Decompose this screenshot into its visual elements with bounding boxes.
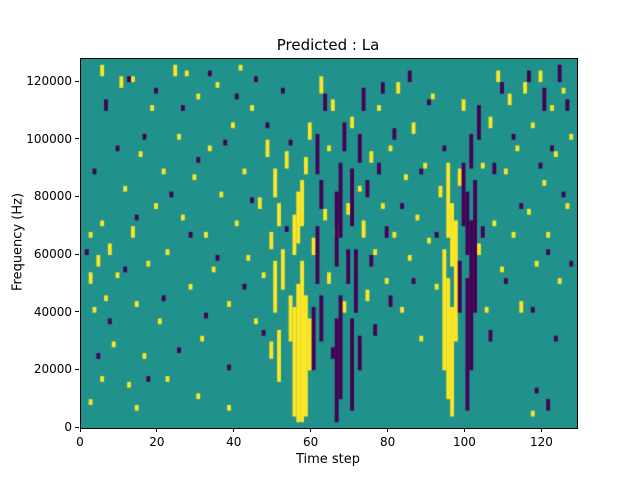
y-tick-mark xyxy=(75,80,79,82)
x-tick-mark xyxy=(540,428,542,432)
y-tick-label: 120000 xyxy=(26,74,72,89)
y-tick-label: 40000 xyxy=(33,304,72,319)
y-tick-label: 100000 xyxy=(26,131,72,146)
y-tick-mark xyxy=(75,195,79,197)
y-tick-mark xyxy=(75,426,79,428)
x-tick-mark xyxy=(387,428,389,432)
x-tick-label: 120 xyxy=(529,435,553,449)
y-tick-mark xyxy=(75,368,79,370)
heatmap-canvas xyxy=(81,59,577,428)
x-tick-mark xyxy=(310,428,312,432)
x-tick-mark xyxy=(463,428,465,432)
y-tick-label: 20000 xyxy=(33,362,72,377)
y-tick-mark xyxy=(75,138,79,140)
y-tick-mark xyxy=(75,253,79,255)
y-tick-label: 0 xyxy=(64,420,72,434)
y-tick-label: 60000 xyxy=(33,247,72,262)
x-tick-mark xyxy=(156,428,158,432)
x-tick-label: 100 xyxy=(453,435,476,449)
x-tick-label: 60 xyxy=(303,435,319,449)
y-tick-mark xyxy=(75,311,79,313)
y-axis-label: Frequency (Hz) xyxy=(10,192,26,292)
x-tick-label: 0 xyxy=(76,435,84,449)
x-tick-mark xyxy=(79,428,81,432)
y-tick-label: 80000 xyxy=(33,189,72,204)
x-axis-label: Time step xyxy=(295,452,361,467)
x-tick-mark xyxy=(233,428,235,432)
x-tick-label: 20 xyxy=(149,435,165,449)
plot-area xyxy=(80,58,578,429)
x-tick-label: 40 xyxy=(226,435,242,449)
chart-title: Predicted : La xyxy=(276,36,380,54)
x-tick-label: 80 xyxy=(379,435,396,449)
